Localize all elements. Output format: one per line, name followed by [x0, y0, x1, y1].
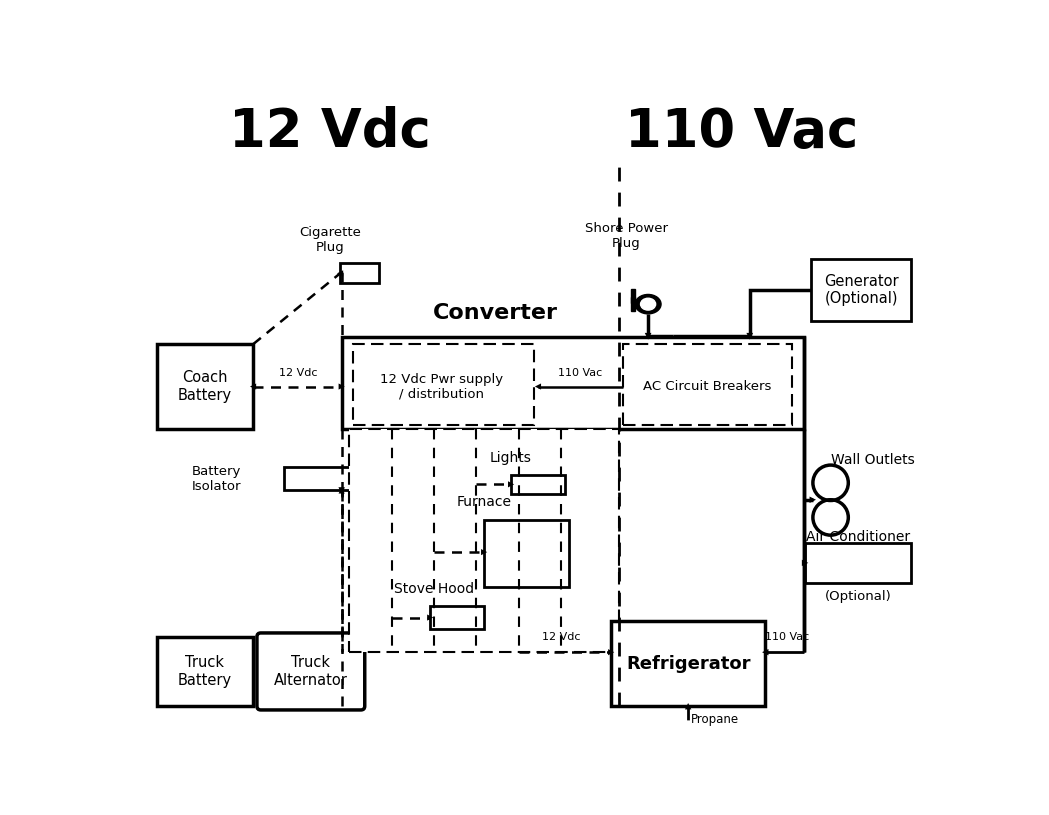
Polygon shape [340, 385, 342, 387]
Text: 110 Vac: 110 Vac [625, 107, 859, 158]
Text: Refrigerator: Refrigerator [626, 654, 750, 672]
Polygon shape [253, 385, 255, 387]
Text: 12 Vdc: 12 Vdc [230, 107, 431, 158]
Text: Battery
Isolator: Battery Isolator [192, 465, 241, 493]
Polygon shape [804, 562, 806, 564]
Text: Cigarette
Plug: Cigarette Plug [299, 227, 361, 254]
Text: Truck
Alternator: Truck Alternator [274, 655, 348, 688]
Polygon shape [687, 706, 689, 708]
Text: Coach
Battery: Coach Battery [177, 370, 232, 403]
Polygon shape [765, 651, 767, 653]
Polygon shape [340, 272, 342, 274]
Text: Air Conditioner: Air Conditioner [807, 530, 911, 544]
Polygon shape [341, 491, 342, 492]
Bar [511, 475, 565, 495]
Bar [612, 621, 765, 706]
Bar [811, 259, 912, 321]
Polygon shape [483, 551, 484, 553]
Text: Propane: Propane [691, 713, 740, 726]
Polygon shape [647, 334, 649, 337]
Ellipse shape [636, 294, 661, 314]
Bar [349, 429, 619, 652]
Polygon shape [749, 334, 751, 337]
Bar [354, 344, 534, 425]
Text: (Optional): (Optional) [825, 590, 892, 603]
Text: 12 Vdc Pwr supply
/ distribution: 12 Vdc Pwr supply / distribution [380, 372, 504, 400]
Text: 12 Vdc: 12 Vdc [278, 368, 317, 378]
Bar [806, 543, 912, 583]
Bar [623, 344, 792, 425]
Bar [630, 289, 636, 302]
Text: AC Circuit Breakers: AC Circuit Breakers [643, 380, 772, 393]
Polygon shape [510, 483, 511, 485]
Polygon shape [341, 489, 342, 491]
Bar [484, 520, 569, 587]
Bar [630, 297, 636, 311]
Polygon shape [538, 385, 539, 387]
Polygon shape [811, 499, 813, 500]
Text: Stove Hood: Stove Hood [394, 582, 474, 596]
Bar [342, 337, 804, 429]
Bar [157, 344, 253, 429]
Text: 12 Vdc: 12 Vdc [542, 632, 580, 641]
Polygon shape [341, 489, 342, 491]
Text: Furnace: Furnace [456, 495, 512, 509]
Ellipse shape [641, 298, 656, 310]
Polygon shape [609, 651, 612, 653]
Bar [430, 606, 484, 629]
FancyBboxPatch shape [257, 633, 365, 710]
Text: Converter: Converter [433, 303, 558, 324]
Text: Truck
Battery: Truck Battery [177, 655, 232, 688]
Bar [157, 637, 253, 706]
Text: 110 Vac: 110 Vac [558, 368, 602, 378]
Bar [284, 467, 354, 491]
Text: Shore Power
Plug: Shore Power Plug [585, 222, 668, 250]
Text: Generator
(Optional): Generator (Optional) [825, 274, 899, 306]
Polygon shape [429, 617, 430, 619]
Text: Lights: Lights [490, 452, 532, 465]
Text: 110 Vac: 110 Vac [765, 632, 809, 641]
Text: Wall Outlets: Wall Outlets [831, 452, 915, 467]
Bar [340, 263, 379, 283]
